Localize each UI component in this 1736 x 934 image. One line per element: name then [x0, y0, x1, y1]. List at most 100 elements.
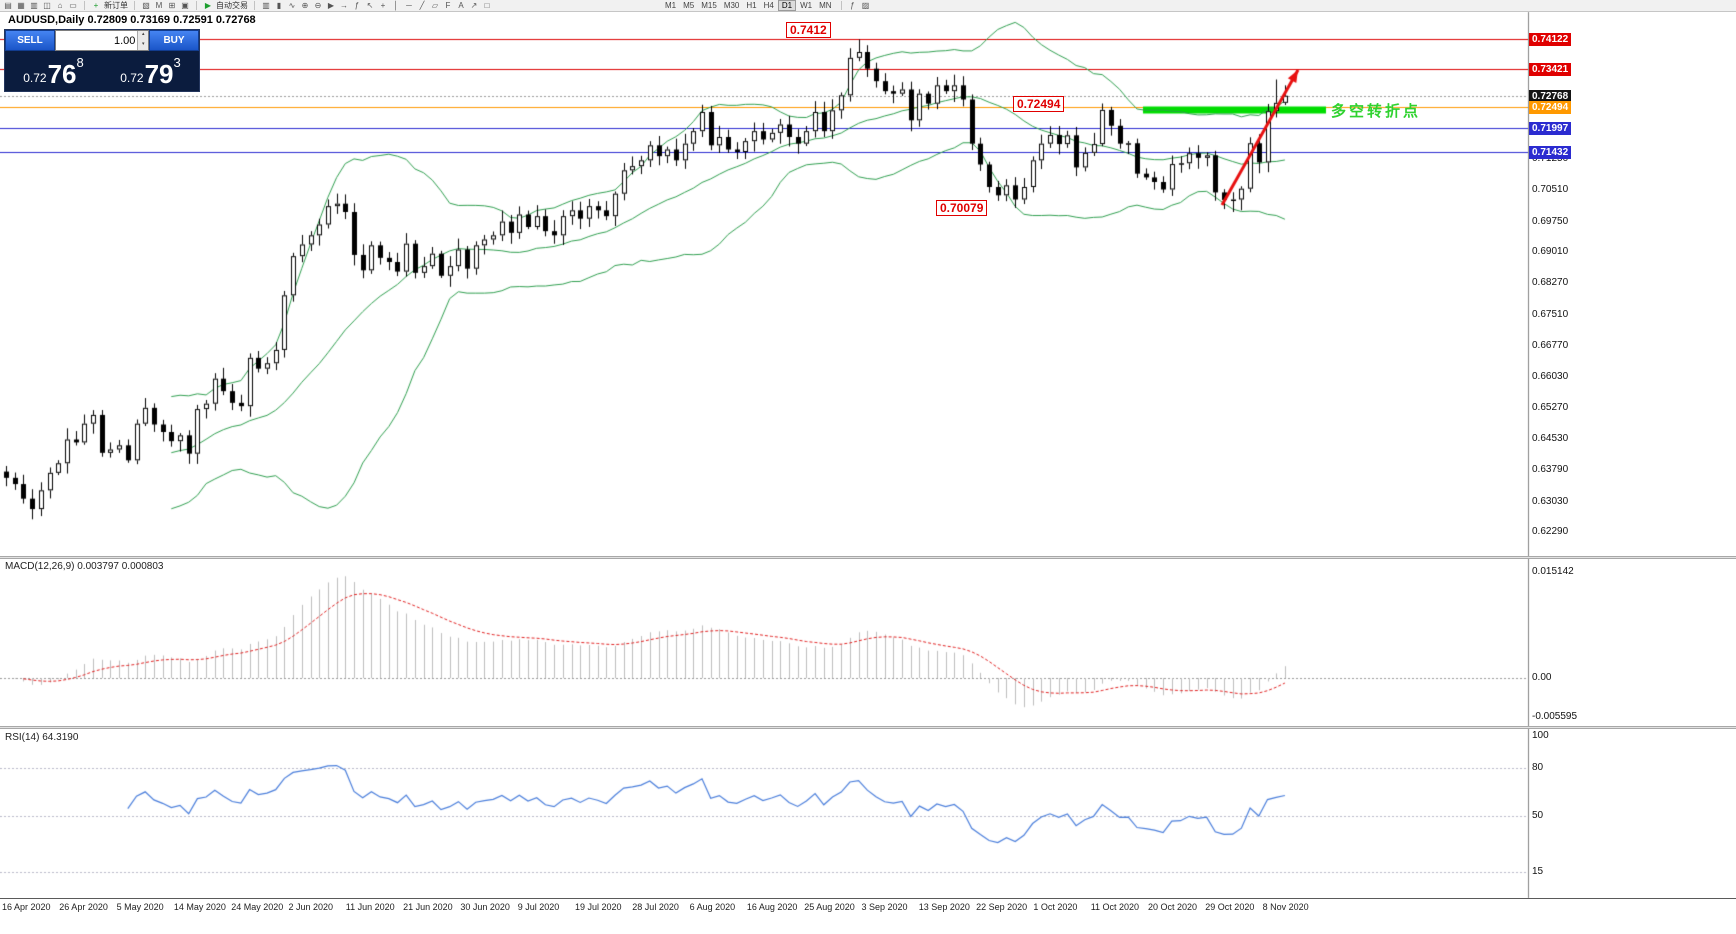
crosshair-icon[interactable]: +	[380, 0, 386, 10]
trendline-icon[interactable]: ╱	[419, 0, 425, 10]
price-annotation[interactable]: 0.70079	[936, 200, 988, 216]
line-chart-icon[interactable]: ∿	[288, 0, 296, 10]
text-tool-icon[interactable]: A	[458, 0, 464, 10]
date-label: 29 Oct 2020	[1205, 902, 1255, 912]
zoom-out-icon[interactable]: ⊖	[314, 0, 322, 10]
timeframe-h1[interactable]: H1	[746, 1, 757, 10]
chart-shift-icon[interactable]: →	[340, 0, 348, 10]
turning-point-annotation[interactable]: 多空转折点	[1331, 103, 1422, 120]
fullscreen-icon[interactable]: ⊞	[168, 0, 176, 10]
toolbar-separator	[196, 1, 197, 10]
autotrading-button[interactable]: ▶ 自动交易	[203, 0, 248, 11]
horizontal-line-icon[interactable]: ─	[406, 0, 412, 10]
data-window-icon[interactable]: ◫	[43, 0, 51, 10]
price-axis-label: 0.68270	[1532, 277, 1569, 289]
price-axis-label: 0.66030	[1532, 370, 1569, 382]
new-order-label: 新订单	[104, 1, 128, 10]
sell-price-pip: 8	[76, 55, 84, 70]
bar-chart-icon[interactable]: ▥	[262, 0, 270, 10]
fibonacci-icon[interactable]: F	[445, 0, 451, 10]
timeframe-mn[interactable]: MN	[819, 1, 832, 10]
timeframe-d1[interactable]: D1	[777, 0, 797, 11]
indicator-list-icon[interactable]: ƒ	[850, 0, 855, 10]
macd-axis-label: 0.015142	[1532, 566, 1574, 577]
date-label: 16 Apr 2020	[2, 902, 51, 912]
price-axis-label: 0.71250	[1532, 153, 1569, 165]
zoom-in-icon[interactable]: ⊕	[301, 0, 309, 10]
date-label: 11 Jun 2020	[345, 902, 395, 912]
equidistant-channel-icon[interactable]: ▱	[431, 0, 439, 10]
toolbar-separator	[840, 1, 842, 10]
sell-price-big: 76	[47, 59, 77, 89]
print-icon[interactable]: ▣	[181, 0, 189, 10]
timeframe-toolbar: M1 M5 M15 M30 H1 H4 D1 W1 MN	[662, 0, 835, 11]
price-axis-label: 0.64530	[1532, 433, 1569, 445]
rsi-indicator-label: RSI(14) 64.3190	[5, 732, 79, 743]
date-label: 1 Oct 2020	[1033, 902, 1078, 912]
macd-rsi-splitter[interactable]	[0, 726, 1736, 729]
date-label: 16 Aug 2020	[746, 902, 798, 912]
price-axis-label: 0.69750	[1532, 215, 1569, 227]
price-axis-label: 0.69010	[1532, 246, 1569, 258]
volume-up-button[interactable]: ▴	[137, 31, 148, 41]
buy-price-pip: 3	[173, 55, 181, 70]
auto-scroll-icon[interactable]: ▶	[327, 0, 335, 10]
buy-price[interactable]: 0.72 79 3	[102, 51, 199, 91]
price-tag: 0.72768	[1529, 89, 1572, 103]
rsi-axis-label: 100	[1532, 730, 1549, 741]
market-watch-icon[interactable]: ▥	[30, 0, 38, 10]
price-annotation[interactable]: 0.72494	[1013, 96, 1065, 112]
terminal-icon[interactable]: ▭	[69, 0, 77, 10]
date-label: 9 Jul 2020	[517, 902, 560, 912]
timeframe-m1[interactable]: M1	[665, 1, 677, 10]
chart-macd-splitter[interactable]	[0, 556, 1736, 559]
price-axis-label: 0.70510	[1532, 183, 1569, 195]
price-axis-label: 0.62290	[1532, 526, 1569, 538]
rsi-axis-label: 80	[1532, 762, 1544, 773]
toolbar-separator	[254, 1, 255, 10]
date-label: 13 Sep 2020	[918, 902, 970, 912]
date-label: 30 Jun 2020	[460, 902, 510, 912]
date-label: 6 Aug 2020	[689, 902, 736, 912]
indicators-icon[interactable]: ƒ	[354, 0, 360, 10]
date-label: 26 Apr 2020	[59, 902, 108, 912]
date-label: 19 Jul 2020	[575, 902, 622, 912]
timeframe-m15[interactable]: M15	[701, 1, 717, 10]
chart-profiles-icon[interactable]: ▦	[17, 0, 25, 10]
arrow-tool-icon[interactable]: ↗	[470, 0, 478, 10]
templates-icon[interactable]: ▨	[861, 0, 870, 10]
sell-price[interactable]: 0.72 76 8	[5, 51, 102, 91]
timeframe-w1[interactable]: W1	[800, 1, 813, 10]
strategy-tester-icon[interactable]: ▧	[142, 0, 150, 10]
price-tag: 0.73421	[1529, 62, 1572, 76]
new-order-button[interactable]: + 新订单	[91, 0, 128, 11]
date-label: 5 May 2020	[116, 902, 164, 912]
sell-button[interactable]: SELL	[5, 30, 55, 51]
shapes-tool-icon[interactable]: □	[484, 0, 490, 10]
cursor-icon[interactable]: ↖	[366, 0, 374, 10]
buy-price-big: 79	[144, 59, 174, 89]
volume-down-button[interactable]: ▾	[137, 40, 148, 50]
price-annotation[interactable]: 0.7412	[786, 22, 831, 38]
metaeditor-icon[interactable]: M	[155, 0, 163, 10]
date-label: 3 Sep 2020	[861, 902, 908, 912]
buy-price-head: 0.72	[120, 71, 144, 85]
candle-chart-icon[interactable]: ▮	[276, 0, 282, 10]
date-label: 28 Jul 2020	[632, 902, 679, 912]
buy-button[interactable]: BUY	[149, 30, 199, 51]
navigator-icon[interactable]: ⌂	[57, 0, 63, 10]
toolbar-group-tools: ▧ M ⊞ ▣	[141, 1, 190, 11]
price-tag: 0.71432	[1529, 145, 1572, 159]
time-axis-border	[0, 898, 1736, 899]
timeframe-h4[interactable]: H4	[763, 1, 774, 10]
date-label: 20 Oct 2020	[1148, 902, 1198, 912]
toolbar-group-chart-tools: ▥ ▮ ∿ ⊕ ⊖ ▶ → ƒ ↖ + │ ─ ╱ ▱ F A ↗ □	[261, 1, 492, 11]
volume-input[interactable]	[56, 31, 138, 50]
timeframe-m5[interactable]: M5	[683, 1, 695, 10]
timeframe-m30[interactable]: M30	[723, 1, 740, 10]
price-axis-label: 0.63030	[1532, 495, 1569, 507]
vertical-line-icon[interactable]: │	[393, 0, 399, 10]
price-tag: 0.72494	[1529, 101, 1572, 115]
new-chart-icon[interactable]: ▤	[4, 0, 12, 10]
